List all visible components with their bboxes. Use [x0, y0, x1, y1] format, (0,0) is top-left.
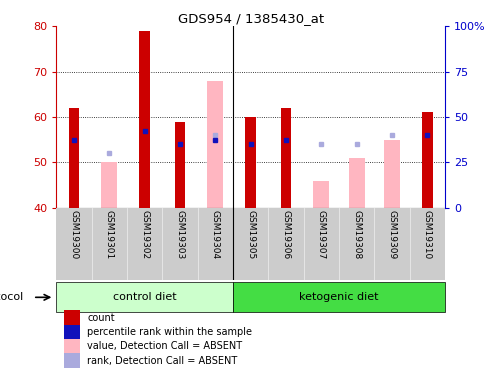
Text: GSM19305: GSM19305: [245, 210, 255, 259]
Bar: [207, 81, 223, 208]
Text: GSM19302: GSM19302: [140, 210, 149, 259]
Text: GSM19310: GSM19310: [422, 210, 431, 259]
Text: GSM19309: GSM19309: [386, 210, 396, 259]
Bar: [64, 353, 80, 368]
Bar: [68, 108, 79, 208]
Text: GSM19303: GSM19303: [175, 210, 184, 259]
Bar: [56, 282, 232, 312]
Text: GSM19308: GSM19308: [351, 210, 361, 259]
Text: GSM19301: GSM19301: [104, 210, 114, 259]
Bar: [232, 282, 444, 312]
Text: GSM19306: GSM19306: [281, 210, 290, 259]
Bar: [348, 158, 364, 208]
Text: GSM19300: GSM19300: [69, 210, 78, 259]
Bar: [139, 31, 150, 208]
Text: GSM19304: GSM19304: [210, 210, 219, 259]
Bar: [245, 117, 255, 208]
Bar: [421, 112, 432, 208]
Bar: [64, 339, 80, 353]
Bar: [64, 310, 80, 325]
Text: protocol: protocol: [0, 292, 23, 302]
Text: control diet: control diet: [113, 292, 176, 302]
Bar: [101, 162, 117, 208]
Text: ketogenic diet: ketogenic diet: [299, 292, 378, 302]
Text: percentile rank within the sample: percentile rank within the sample: [87, 327, 252, 337]
Text: GSM19307: GSM19307: [316, 210, 325, 259]
Bar: [383, 140, 399, 208]
Text: value, Detection Call = ABSENT: value, Detection Call = ABSENT: [87, 341, 242, 351]
Text: rank, Detection Call = ABSENT: rank, Detection Call = ABSENT: [87, 356, 237, 366]
Bar: [280, 108, 291, 208]
Bar: [313, 181, 328, 208]
Bar: [174, 122, 185, 208]
Title: GDS954 / 1385430_at: GDS954 / 1385430_at: [177, 12, 323, 25]
Bar: [64, 325, 80, 339]
Text: count: count: [87, 313, 115, 323]
